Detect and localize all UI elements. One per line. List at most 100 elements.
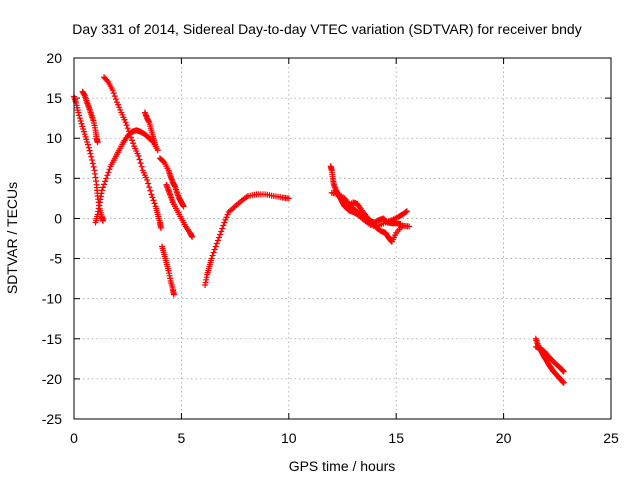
data-point <box>83 136 90 143</box>
data-point <box>135 152 142 159</box>
series-arc-14 <box>532 343 567 375</box>
x-axis-label: GPS time / hours <box>289 458 396 474</box>
data-point <box>113 99 120 106</box>
y-tick-label: -20 <box>42 371 62 387</box>
x-tick-label: 5 <box>178 430 186 446</box>
data-point <box>77 117 84 124</box>
y-tick-label: -25 <box>42 411 62 427</box>
data-point <box>148 191 155 198</box>
data-point <box>560 379 567 386</box>
data-point <box>150 197 157 204</box>
data-point <box>221 219 228 226</box>
data-point <box>81 131 88 138</box>
data-point <box>128 137 135 144</box>
data-point <box>78 120 85 127</box>
data-point <box>137 160 144 167</box>
data-point <box>109 87 116 94</box>
data-point <box>105 169 112 176</box>
data-point <box>219 225 226 232</box>
x-tick-label: 15 <box>388 430 404 446</box>
data-point <box>89 160 96 167</box>
data-point <box>217 231 224 238</box>
data-point <box>189 233 196 240</box>
data-point <box>144 176 151 183</box>
data-point <box>99 184 106 191</box>
data-point <box>76 112 83 119</box>
data-point <box>146 184 153 191</box>
data-point <box>222 216 229 223</box>
data-point <box>87 150 94 157</box>
series-arc-4 <box>101 74 164 232</box>
data-point <box>98 187 105 194</box>
data-point <box>88 153 95 160</box>
data-point <box>157 225 164 232</box>
x-tick-label: 20 <box>496 430 512 446</box>
data-point <box>213 240 220 247</box>
series-arc-2 <box>79 88 101 146</box>
data-point <box>152 143 159 150</box>
data-point <box>180 203 187 210</box>
data-point <box>560 368 567 375</box>
series-arc-3 <box>92 127 161 226</box>
y-axis-label: SDTVAR / TECUs <box>4 182 20 294</box>
tick-layer: 0 5 10 15 20 25 -25 -20 -15 -10 -5 0 5 10 15 20 <box>42 50 619 446</box>
data-layer <box>71 74 567 386</box>
data-point <box>102 178 109 185</box>
data-point <box>126 131 133 138</box>
data-point <box>170 291 177 298</box>
data-point <box>88 157 95 164</box>
data-point <box>80 128 87 135</box>
data-point <box>210 249 217 256</box>
data-point <box>106 166 113 173</box>
data-point <box>145 180 152 187</box>
data-point <box>104 172 111 179</box>
x-tick-label: 0 <box>70 430 78 446</box>
data-point <box>103 175 110 182</box>
data-point <box>403 208 410 215</box>
data-point <box>208 255 215 262</box>
data-point <box>79 123 86 130</box>
data-point <box>211 246 218 253</box>
data-point <box>110 90 117 97</box>
plot-frame <box>73 57 612 420</box>
data-point <box>402 209 409 216</box>
y-tick-label: 0 <box>54 210 62 226</box>
series-arc-7 <box>156 155 187 210</box>
data-point <box>101 181 108 188</box>
series-arc-6 <box>141 109 159 150</box>
data-point <box>223 214 230 221</box>
series-arc-13 <box>532 335 567 386</box>
series-arc-8 <box>163 181 196 240</box>
data-point <box>117 106 124 113</box>
data-point <box>154 147 161 154</box>
data-point <box>147 187 154 194</box>
data-point <box>130 140 137 147</box>
data-point <box>215 234 222 241</box>
data-point <box>115 101 122 108</box>
series-arc-12 <box>343 199 404 228</box>
data-point <box>138 163 145 170</box>
y-tick-label: 10 <box>46 130 62 146</box>
y-tick-label: -15 <box>42 331 62 347</box>
chart-title: Day 331 of 2014, Sidereal Day-to-day VTE… <box>72 21 581 37</box>
data-point <box>406 223 413 230</box>
data-point <box>111 93 118 100</box>
y-tick-label: 20 <box>46 50 62 66</box>
data-point <box>285 195 292 202</box>
y-tick-label: 15 <box>46 90 62 106</box>
data-point <box>99 217 106 224</box>
y-tick-label: -10 <box>42 291 62 307</box>
data-point <box>149 194 156 201</box>
series-arc-9 <box>202 191 292 289</box>
data-point <box>397 221 404 228</box>
data-point <box>82 133 89 140</box>
y-tick-label: 5 <box>54 170 62 186</box>
x-tick-label: 25 <box>603 430 619 446</box>
data-point <box>127 134 134 141</box>
data-point <box>125 128 132 135</box>
data-point <box>124 125 131 132</box>
data-point <box>214 237 221 244</box>
data-point <box>151 200 158 207</box>
grid-layer <box>74 58 611 419</box>
